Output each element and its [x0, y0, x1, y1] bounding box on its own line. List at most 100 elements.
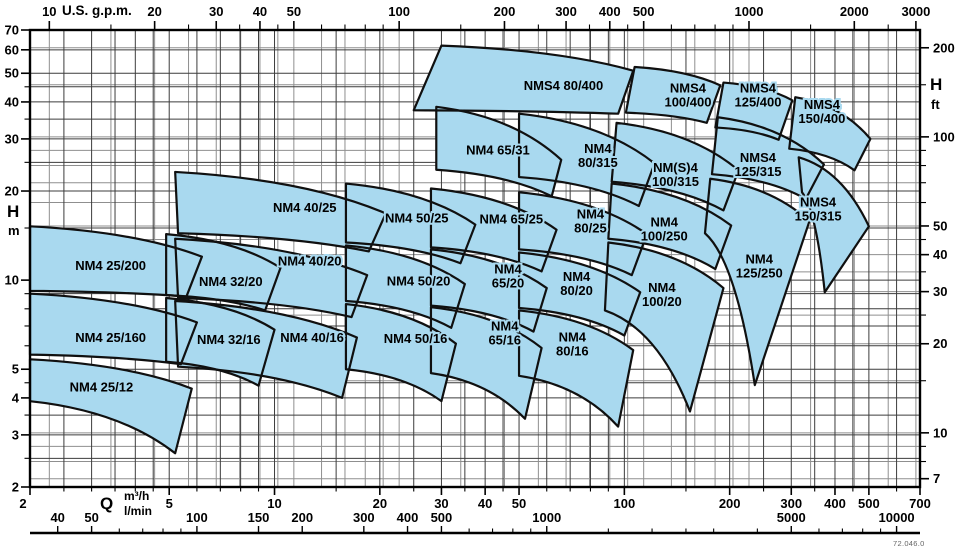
envelope-fill-nm4-65-16 [430, 307, 542, 419]
envelope-outline-nm-s-4-100-315 [610, 121, 740, 212]
envelope-outlines [28, 44, 872, 455]
envelope-label-nm4-80-25-l1: NM4 [577, 206, 605, 221]
envelope-label-nm4-80-20-l2: 80/20 [560, 283, 593, 298]
right-ft-label-200: 200 [933, 40, 955, 55]
envelope-fill-nms4-150-315 [798, 157, 869, 293]
envelope-fill-nm-s-4-100-315 [611, 122, 739, 211]
envelope-label-nm4-65-16-l2: 65/16 [488, 333, 521, 348]
top-tick-label-3000: 3000 [901, 4, 930, 19]
envelope-label-nm4-65-20-l1: NM4 [494, 261, 522, 276]
right-ft-label-40: 40 [933, 247, 947, 262]
right-ft-label-30: 30 [933, 284, 947, 299]
bottom-lmin-label-300: 300 [353, 510, 375, 525]
bottom-m3h-label-500: 500 [858, 496, 880, 511]
envelope-label-nm4-65-20-l2: 65/20 [492, 275, 525, 290]
envelope-fill-nms4-150-400 [789, 97, 871, 171]
envelope-outline-nms4-125-315 [710, 116, 826, 201]
envelope-outline-nm4-40-16 [174, 299, 359, 400]
bottom-m3h-label-50: 50 [512, 496, 526, 511]
envelope-fills [30, 45, 871, 454]
right-ft-label-20: 20 [933, 336, 947, 351]
envelope-label-nm4-80-315-l1: NM4 [584, 141, 612, 156]
bottom-lmin-label-5000: 5000 [777, 510, 806, 525]
envelope-outline-nm4-50-16 [344, 302, 458, 403]
left-m-label-5: 5 [12, 362, 19, 377]
envelope-fill-nm4-100-20 [604, 242, 724, 412]
left-m-label-50: 50 [5, 66, 19, 81]
top-tick-label-200: 200 [494, 4, 516, 19]
document-number: 72.046.0 [893, 539, 925, 548]
envelope-fill-nm4-25-160 [30, 293, 197, 365]
left-m-label-2: 2 [12, 480, 19, 495]
envelope-fill-nm4-40-25 [175, 171, 386, 252]
bottom-m3h-label-400: 400 [824, 496, 846, 511]
bottom-axis-m3h: 2 5 10 20 30 40 50 100 200 300 400 500 700 [19, 488, 931, 511]
bottom-m3h-label-40: 40 [478, 496, 492, 511]
bottom-m3h-label-300: 300 [780, 496, 802, 511]
envelope-outline-nms4-150-400 [788, 96, 872, 172]
top-tick-label-300: 300 [555, 4, 577, 19]
envelope-label-nm4-80-16-l1: NM4 [559, 330, 587, 345]
bottom-lmin-label-150: 150 [248, 510, 270, 525]
left-m-label-4: 4 [12, 390, 20, 405]
envelope-label-nms4-150-400-l2: 150/400 [798, 111, 845, 126]
envelope-label-nm4-32-16: NM4 32/16 [197, 332, 261, 347]
envelope-label-nms4-150-400-l1: NMS4 [804, 97, 841, 112]
bottom-m3h-label-30: 30 [434, 496, 448, 511]
envelope-outline-nm4-25-200 [28, 225, 203, 298]
envelope-label-nm4-25-160: NM4 25/160 [75, 330, 146, 345]
envelope-fill-nms4-100-400 [625, 66, 721, 123]
envelope-label-nm4-80-25-l2: 80/25 [574, 220, 607, 235]
top-tick-label-40: 40 [253, 4, 267, 19]
envelope-label-nm4-65-25: NM4 65/25 [479, 211, 543, 226]
envelope-label-nm4-80-20-l1: NM4 [563, 269, 591, 284]
envelope-label-nm4-40-16: NM4 40/16 [280, 330, 344, 345]
envelope-label-nms4-125-315-l1: NMS4 [740, 150, 777, 165]
left-m-label-20: 20 [5, 184, 19, 199]
top-tick-label-30: 30 [209, 4, 223, 19]
plot-frame [28, 28, 922, 489]
bottom-lmin-label-10000: 10000 [879, 510, 915, 525]
bottom-lmin-label-40: 40 [50, 510, 64, 525]
envelope-label-nms4-100-400-l2: 100/400 [664, 95, 711, 110]
envelope-fill-nm4-65-20 [430, 249, 547, 332]
envelope-label-nms4-125-400-l2: 125/400 [734, 95, 781, 110]
envelope-outline-nm4-125-250 [703, 177, 811, 387]
envelope-outline-nms4-80-400 [412, 44, 635, 115]
envelope-outline-nm4-100-250 [607, 182, 733, 271]
top-tick-label-50: 50 [287, 4, 301, 19]
envelope-fill-nms4-80-400 [413, 45, 634, 114]
top-tick-label-1000: 1000 [735, 4, 764, 19]
left-m-label-30: 30 [5, 131, 19, 146]
envelope-label-nm4-50-20: NM4 50/20 [387, 273, 451, 288]
envelope-label-nm4-80-315-l2: 80/315 [578, 155, 618, 170]
envelope-outline-nm4-50-20 [344, 244, 466, 329]
envelope-label-nm4-32-20: NM4 32/20 [199, 274, 263, 289]
envelope-fill-nm4-40-16 [175, 301, 357, 398]
envelope-outline-nm4-80-16 [517, 309, 635, 428]
right-axis-ft: 200 100 50 40 30 20 10 7 [921, 40, 955, 486]
envelope-label-nm4-125-250-l1: NM4 [746, 252, 774, 267]
envelope-label-nm4-40-20: NM4 40/20 [278, 254, 342, 269]
top-tick-label-2000: 2000 [840, 4, 869, 19]
right-ft-label-10: 10 [933, 425, 947, 440]
envelope-fill-nms4-125-315 [711, 117, 824, 199]
left-axis-m: 70 60 50 40 30 20 10 5 4 3 2 [5, 23, 29, 495]
left-m-label-70: 70 [5, 23, 19, 38]
right-ft-label-100: 100 [933, 129, 955, 144]
envelope-outline-nm4-50-25 [344, 182, 477, 265]
envelope-label-nm4-80-16-l2: 80/16 [556, 344, 589, 359]
top-tick-label-10: 10 [42, 4, 56, 19]
top-tick-label-20: 20 [147, 4, 161, 19]
envelope-label-nms4-125-400-l1: NMS4 [740, 81, 777, 96]
envelope-label-nm4-40-25: NM4 40/25 [273, 200, 337, 215]
envelope-outline-nm4-65-25 [429, 187, 558, 273]
top-axis-usgpm: 10 20 30 40 50 100 200 300 400 500 1000 2000 3000 [42, 4, 930, 29]
envelope-outline-nm4-25-12 [28, 358, 193, 455]
envelope-label-nm4-65-31: NM4 65/31 [466, 143, 530, 158]
envelope-label-nms4-125-315-l2: 125/315 [734, 164, 781, 179]
envelope-label-nm4-25-200: NM4 25/200 [75, 258, 146, 273]
envelope-label-nm4-25-12: NM4 25/12 [70, 380, 134, 395]
left-m-label-10: 10 [5, 273, 19, 288]
